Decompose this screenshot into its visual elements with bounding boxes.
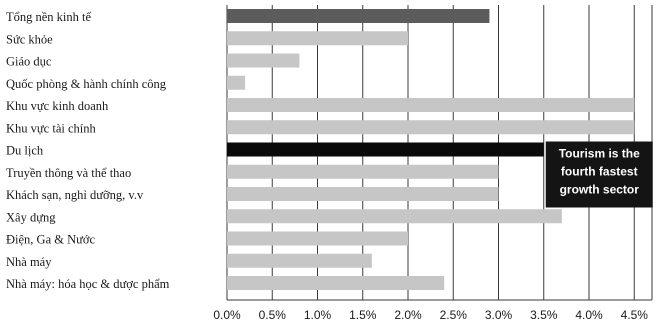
annotation-line: fourth fastest	[561, 165, 638, 179]
category-label: Điện, Ga & Nước	[6, 233, 96, 247]
category-label: Khách sạn, nghỉ dưỡng, v.v	[6, 188, 144, 202]
category-label: Sức khỏe	[6, 32, 53, 46]
category-label: Nhà máy: hóa học & dược phẩm	[6, 277, 170, 291]
category-label: Giáo dục	[6, 55, 52, 69]
bar	[227, 231, 408, 246]
category-label: Tổng nền kinh tế	[6, 10, 92, 24]
bar	[227, 9, 490, 23]
category-label: Truyền thông và thể thao	[6, 166, 131, 180]
category-label: Quốc phòng & hành chính công	[6, 77, 167, 91]
x-tick-label: 2.0%	[394, 308, 422, 322]
x-tick-label: 0.5%	[259, 308, 287, 322]
bar	[227, 276, 445, 290]
bar	[227, 31, 408, 46]
annotation-line: Tourism is the	[559, 147, 640, 161]
bar	[227, 187, 499, 201]
x-tick-label: 0.0%	[213, 308, 241, 322]
bar	[227, 253, 372, 268]
category-label: Khu vực kinh doanh	[6, 99, 109, 113]
x-axis-ticks: 0.0% 0.5% 1.0% 1.5% 2.0% 2.5% 3.0% 3.5% 4.0% 4.5%	[213, 308, 648, 322]
category-labels: Tổng nền kinh tế Sức khỏe Giáo dục Quốc phò…	[6, 10, 170, 291]
bar	[227, 164, 499, 179]
bar	[227, 142, 544, 157]
x-tick-label: 3.5%	[530, 308, 558, 322]
category-label: Nhà máy	[6, 255, 52, 269]
annotation-line: growth sector	[560, 183, 640, 197]
x-tick-label: 3.0%	[485, 308, 513, 322]
x-tick-label: 4.5%	[621, 308, 649, 322]
x-tick-label: 1.0%	[304, 308, 332, 322]
bar	[227, 98, 635, 112]
annotation-box	[545, 141, 653, 208]
annotation-callout: Tourism is the fourth fastest growth sec…	[545, 141, 653, 208]
bar	[227, 53, 300, 68]
category-label: Du lịch	[6, 144, 44, 158]
bar	[227, 75, 246, 90]
x-tick-label: 2.5%	[440, 308, 468, 322]
bar-layer	[227, 9, 635, 290]
category-label: Khu vực tài chính	[6, 121, 96, 135]
x-tick-label: 1.5%	[349, 308, 377, 322]
bar	[227, 209, 562, 224]
category-label: Xây dựng	[6, 210, 56, 224]
bar	[227, 120, 635, 135]
x-tick-label: 4.0%	[575, 308, 603, 322]
